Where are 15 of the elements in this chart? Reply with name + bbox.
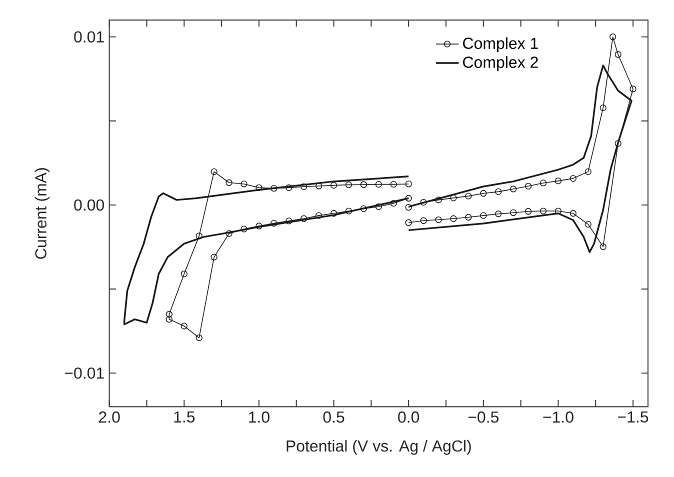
x-tick-label: −0.5: [468, 411, 499, 423]
legend-label: Complex 1: [463, 37, 538, 52]
y-tick-label: −0.01: [64, 367, 104, 379]
x-tick-label: 0.0: [398, 411, 420, 423]
x-tick-label: −1.5: [618, 411, 648, 423]
x-tick-label: 2.0: [99, 411, 120, 423]
y-axis-title: Current (mA): [34, 168, 50, 259]
y-tick-label: 0.01: [74, 31, 104, 43]
x-tick-label: 1.5: [174, 411, 195, 423]
legend-label: Complex 2: [463, 56, 538, 72]
x-axis-title: Potential (V vs. Ag / AgCl): [286, 440, 471, 455]
x-tick-label: 0.5: [323, 411, 344, 423]
x-tick-label: −1.0: [543, 411, 574, 423]
x-tick-label: 1.0: [249, 411, 270, 423]
y-tick-label: 0.00: [74, 199, 104, 211]
